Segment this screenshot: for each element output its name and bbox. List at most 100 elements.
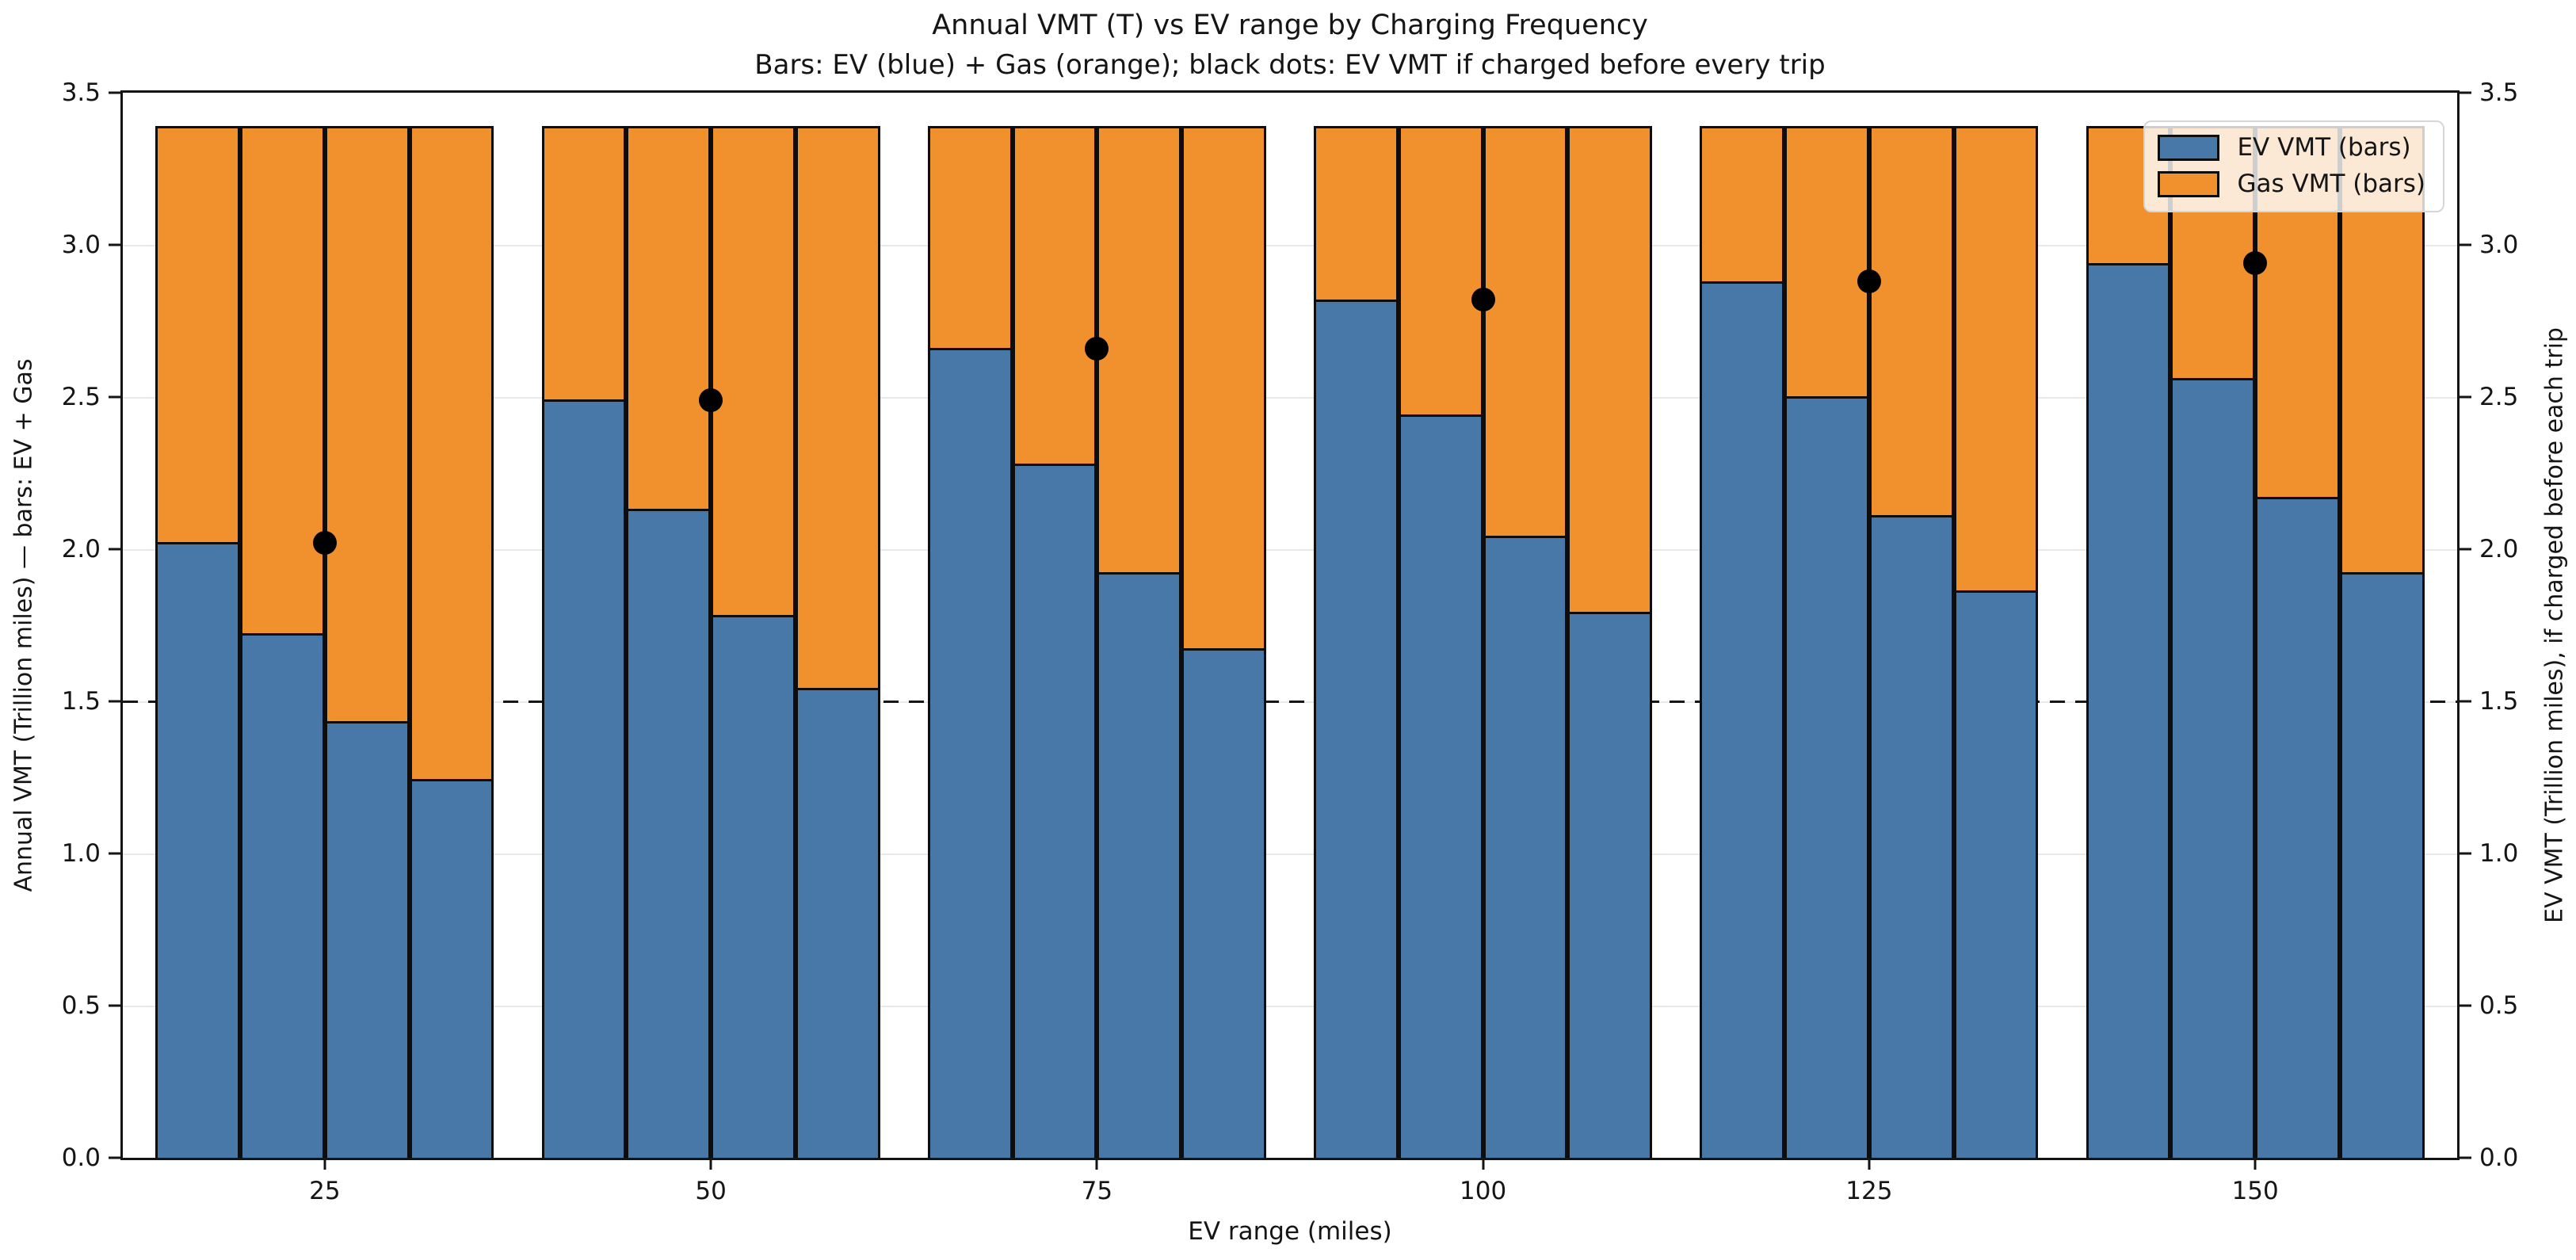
gas-bar-segment [242,128,322,636]
gas-bar-segment [1099,128,1180,575]
x-tick-mark [1868,1158,1871,1170]
gas-bar-segment [1400,128,1481,418]
y-tick-mark-left [109,548,120,551]
y-tick-mark-right [2460,243,2471,246]
stacked-bar [324,126,410,1158]
stacked-bar [1953,126,2039,1158]
stacked-bar [1784,126,1869,1158]
y-tick-mark-left [109,1004,120,1007]
gas-bar-segment [713,128,793,618]
y-tick-mark-right [2460,700,2471,703]
gas-bar-segment [1956,128,2036,594]
y-tick-label-left: 1.0 [61,839,101,868]
y-tick-mark-right [2460,548,2471,551]
ev-bar-segment [411,781,492,1158]
stacked-bar [2086,126,2171,1158]
ev-bar-segment [713,617,793,1158]
x-tick-mark [709,1158,712,1170]
ev-bar-segment [1316,301,1396,1158]
ev-bar-segment [628,510,709,1158]
y-tick-label-right: 2.5 [2479,383,2519,411]
stacked-bar [795,126,880,1158]
y-tick-label-left: 3.0 [61,231,101,259]
ev-dot-marker [2243,251,2268,276]
ev-bar-segment [242,636,322,1158]
stacked-bar [1314,126,1399,1158]
y-tick-mark-left [109,91,120,94]
legend-label-gas: Gas VMT (bars) [2237,170,2425,198]
ev-bar-segment [797,690,878,1158]
gas-bar-segment [1871,128,1952,517]
stacked-bar [711,126,796,1158]
x-tick-label: 150 [2231,1177,2279,1205]
x-tick-label: 25 [309,1177,341,1205]
stacked-bar [1181,126,1266,1158]
stacked-bar [1567,126,1653,1158]
ev-dot-marker [1471,288,1495,312]
y-tick-label-right: 3.5 [2479,78,2519,107]
gas-bar-segment [1184,128,1264,651]
y-tick-mark-left [109,1156,120,1159]
stacked-bar [541,126,627,1158]
gas-bar-segment [326,128,407,724]
gas-bar-segment [1014,128,1095,466]
gas-bar-segment [929,128,1010,350]
x-axis-label: EV range (miles) [1188,1217,1392,1246]
x-tick-mark [2254,1158,2257,1170]
ev-bar-segment [326,724,407,1158]
gas-bar-segment [1787,128,1867,399]
left-y-axis-label: Annual VMT (Trillion miles) — bars: EV +… [10,358,38,892]
ev-bar-segment [1099,575,1180,1158]
x-tick-label: 100 [1460,1177,1507,1205]
ev-bar-segment [1400,417,1481,1158]
legend: EV VMT (bars) Gas VMT (bars) [2143,120,2444,212]
x-tick-mark [1482,1158,1485,1170]
y-tick-mark-left [109,700,120,703]
y-tick-mark-left [109,395,120,399]
y-gridline [123,397,2457,399]
ev-bar-segment [929,349,1010,1158]
chart-subtitle: Bars: EV (blue) + Gas (orange); black do… [754,49,1826,81]
ev-bar-segment [2257,498,2337,1158]
gas-bar-segment [1702,128,1783,284]
stacked-bar [2255,126,2340,1158]
y-tick-label-right: 0.0 [2479,1144,2519,1172]
ev-bar-segment [1787,399,1867,1158]
right-y-axis-label: EV VMT (Trillion miles), if charged befo… [2540,327,2569,923]
x-tick-mark [1095,1158,1098,1170]
stacked-bar [1398,126,1483,1158]
chart-title: Annual VMT (T) vs EV range by Charging F… [932,10,1648,41]
legend-item-gas: Gas VMT (bars) [2158,170,2425,198]
gas-bar-segment [1570,128,1651,615]
y-tick-label-right: 2.0 [2479,535,2519,563]
y-tick-mark-right [2460,1156,2471,1159]
stacked-bar [2170,126,2256,1158]
x-tick-label: 125 [1845,1177,1893,1205]
y-gridline [123,245,2457,246]
stacked-bar [409,126,494,1158]
dashed-threshold-line [123,700,2457,703]
stacked-bar [1868,126,1954,1158]
ev-bar-segment [158,544,239,1158]
y-gridline [123,549,2457,551]
plot-area: EV VMT (bars) Gas VMT (bars) 0.0 0.0 0.5 0.… [62,78,2519,1205]
ev-bar-segment [1485,538,1566,1158]
y-tick-mark-left [109,243,120,246]
ev-dot-marker [1857,269,1881,294]
ev-bar-segment [2173,380,2254,1158]
gas-bar-segment [797,128,878,690]
ev-bar-segment [1184,651,1264,1158]
stacked-bar [626,126,712,1158]
stacked-bar [240,126,325,1158]
y-tick-label-right: 0.5 [2479,991,2519,1020]
y-tick-label-left: 0.5 [61,991,101,1020]
ev-dot-marker [699,388,723,412]
y-tick-label-left: 3.5 [61,78,101,107]
ev-bar-segment [2088,265,2169,1158]
y-tick-mark-left [109,852,120,855]
gas-bar-segment [1316,128,1396,302]
y-tick-label-right: 3.0 [2479,231,2519,259]
gas-bar-segment [158,128,239,545]
stacked-bar [1700,126,1785,1158]
